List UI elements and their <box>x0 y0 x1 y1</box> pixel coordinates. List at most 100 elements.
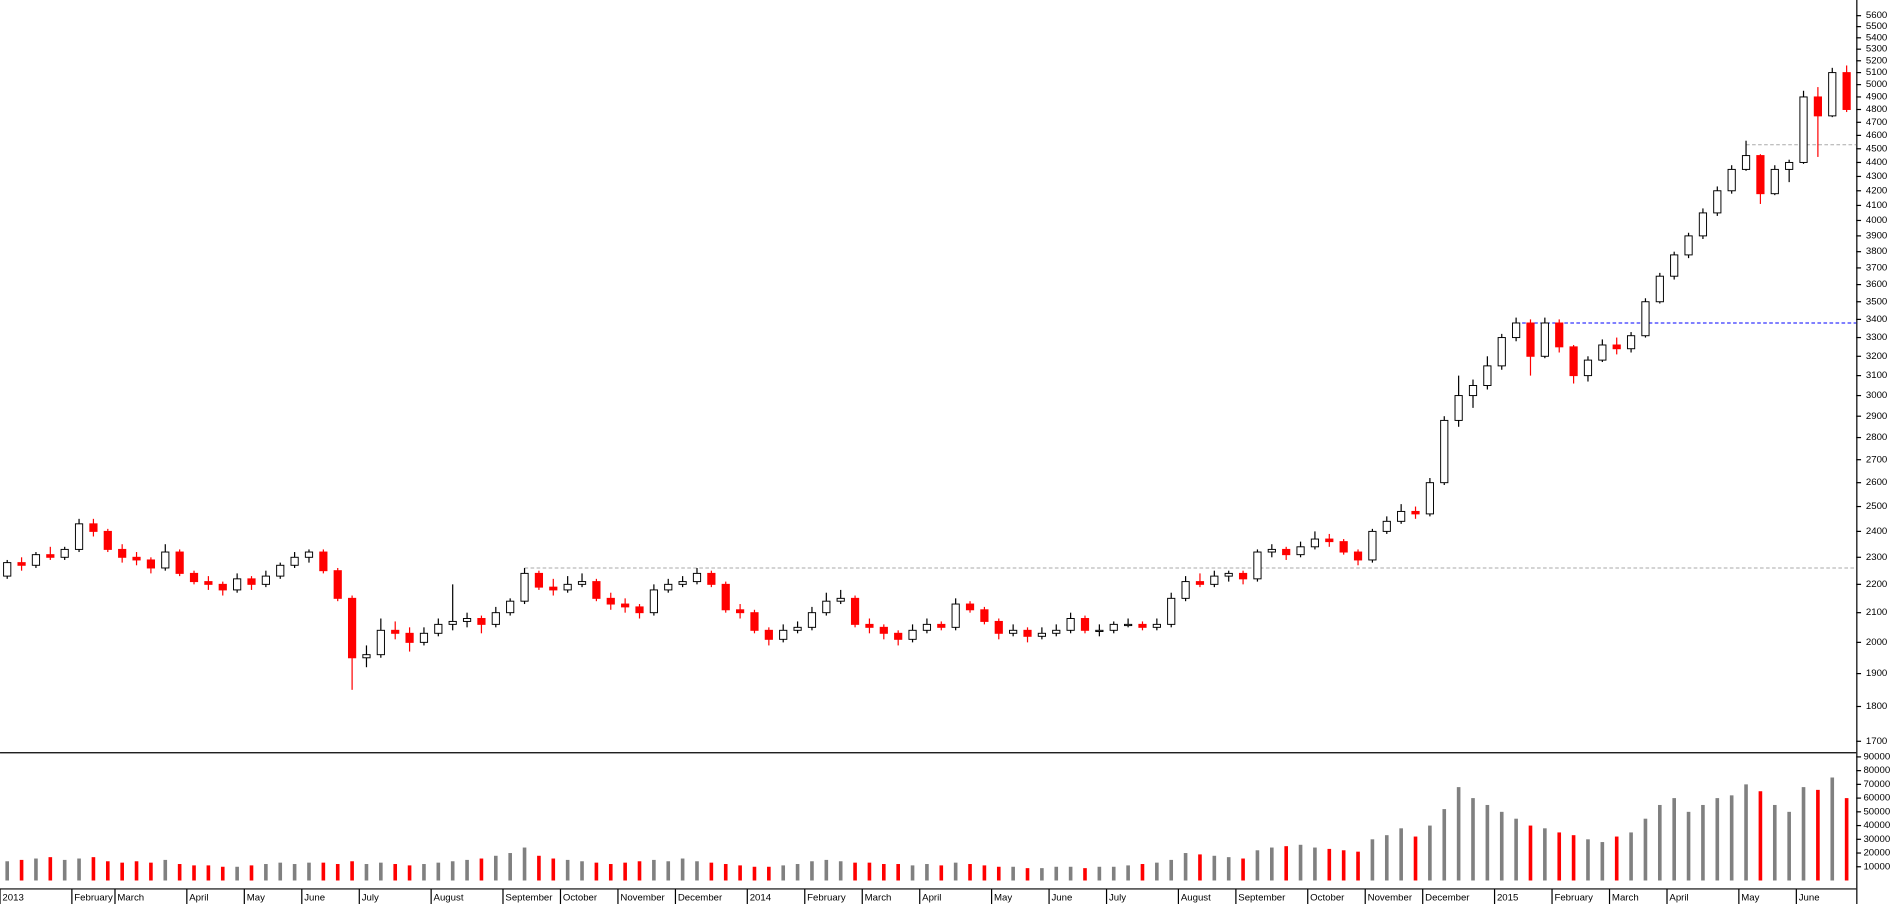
volume-bar <box>1011 866 1015 881</box>
volume-bar <box>1586 839 1590 881</box>
volume-bar <box>1701 804 1705 881</box>
volume-bar <box>795 864 800 881</box>
y-tick-label: 3200 <box>1866 351 1887 362</box>
volume-bar <box>968 864 972 881</box>
volume-tick-label: 30000 <box>1863 834 1890 845</box>
x-tick-label: May <box>1741 893 1759 904</box>
y-tick-label: 4500 <box>1866 143 1887 154</box>
x-tick-label: November <box>620 893 665 904</box>
volume-tick-label: 50000 <box>1863 806 1890 817</box>
candle-body <box>1037 632 1046 637</box>
candle-body <box>1224 572 1233 577</box>
candle-body <box>304 551 314 558</box>
candle-body <box>1080 618 1090 631</box>
volume-bar <box>493 855 498 881</box>
volume-bar <box>1830 777 1835 881</box>
x-tick-label: December <box>678 893 723 904</box>
volume-bar <box>77 858 81 881</box>
candle-body <box>17 562 26 566</box>
x-tick-label: August <box>434 893 464 904</box>
candle-body <box>736 609 745 614</box>
volume-bar <box>1126 865 1130 881</box>
x-tick-label: March <box>1612 893 1639 904</box>
volume-bar <box>1643 818 1648 881</box>
volume-bar <box>1499 811 1504 881</box>
candle-body <box>1124 623 1133 627</box>
y-tick-label: 2900 <box>1866 411 1887 422</box>
volume-bar <box>695 861 699 881</box>
candle-body <box>1009 629 1018 634</box>
candle-body <box>1310 538 1320 548</box>
volume-bar <box>1140 864 1145 881</box>
y-tick-label: 3000 <box>1866 390 1887 401</box>
volume-bar <box>953 862 958 881</box>
volume-bar <box>824 859 829 881</box>
y-tick-label: 2200 <box>1866 579 1887 590</box>
volume-bar <box>709 862 714 881</box>
candle-body <box>347 597 357 659</box>
volume-bar <box>407 865 412 881</box>
y-tick-label: 2600 <box>1866 477 1887 488</box>
candle-body <box>836 597 845 602</box>
candle-body <box>1397 510 1406 522</box>
x-tick-label: 2014 <box>750 893 772 904</box>
candle-body <box>1353 551 1363 561</box>
candle-body <box>1512 322 1521 339</box>
candle-body <box>649 589 658 614</box>
candle-body <box>218 583 227 591</box>
volume-bar <box>1528 825 1533 881</box>
y-tick-label: 2500 <box>1866 501 1887 512</box>
y-tick-label: 1900 <box>1866 668 1887 679</box>
candle-body <box>908 629 917 640</box>
candle-body <box>922 623 932 631</box>
volume-bar <box>996 866 1001 881</box>
y-tick-label: 3700 <box>1866 262 1887 273</box>
candle-body <box>175 551 184 574</box>
volume-bar <box>1341 850 1346 881</box>
volume-bar <box>292 864 297 881</box>
candle-body <box>132 556 141 561</box>
volume-tick-label: 70000 <box>1863 779 1890 790</box>
x-tick-label: September <box>505 893 553 904</box>
volume-bar <box>1169 859 1174 881</box>
candle-body <box>606 597 615 605</box>
candle-body <box>692 572 702 583</box>
y-tick-label: 3800 <box>1866 246 1887 257</box>
volume-bar <box>1600 842 1605 881</box>
x-tick-label: December <box>1425 893 1470 904</box>
candle-body <box>577 581 587 585</box>
volume-bar <box>335 864 340 881</box>
candle-body <box>1526 322 1535 357</box>
volume-bar <box>120 862 124 881</box>
volume-bar <box>1284 846 1288 881</box>
candle-body <box>1095 629 1104 633</box>
y-tick-label: 3900 <box>1866 230 1887 241</box>
x-tick-label: May <box>247 893 265 904</box>
y-tick-label: 5400 <box>1866 32 1887 43</box>
volume-bar <box>882 864 886 881</box>
volume-bar <box>479 858 484 881</box>
candle-body <box>621 603 630 608</box>
candle-body <box>1555 322 1564 348</box>
volume-bar <box>1399 828 1403 881</box>
candle-body <box>405 632 414 643</box>
candle-body <box>534 572 544 588</box>
y-tick-label: 3600 <box>1866 279 1887 290</box>
volume-bar <box>321 862 326 881</box>
candle-body <box>1641 301 1650 337</box>
volume-bar <box>1715 798 1720 881</box>
volume-bar <box>1629 832 1633 881</box>
x-tick-label: March <box>865 893 892 904</box>
x-tick-label: July <box>1109 893 1126 904</box>
candle-body <box>290 556 299 566</box>
volume-bar <box>1097 866 1102 881</box>
candle-body <box>1282 548 1291 556</box>
candle-body <box>477 618 486 625</box>
volume-bar <box>105 861 110 881</box>
x-tick-label: March <box>117 893 144 904</box>
volume-bar <box>594 862 599 881</box>
candle-body <box>822 600 831 614</box>
volume-tick-label: 80000 <box>1863 765 1890 776</box>
volume-bar <box>1744 784 1748 881</box>
